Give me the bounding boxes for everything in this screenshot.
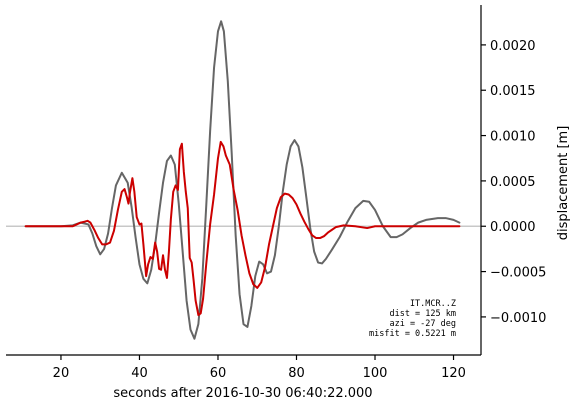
- x-tick-label: 120: [441, 366, 466, 381]
- y-tick-label: −0.0005: [490, 266, 546, 281]
- x-tick-label: 100: [363, 366, 388, 381]
- annotation-line: azi = -27 deg: [389, 319, 456, 329]
- y-axis-label: displacement [m]: [556, 126, 571, 241]
- y-tick-label: −0.0010: [490, 311, 546, 326]
- axes: [6, 5, 482, 356]
- y-tick-label: 0.0015: [490, 84, 536, 99]
- x-ticks: 20 40 60 80 100 120: [53, 355, 466, 381]
- x-axis-label: seconds after 2016-10-30 06:40:22.000: [113, 386, 372, 401]
- y-tick-label: 0.0005: [490, 175, 536, 190]
- annotation-line: misfit = 0.5221 m: [369, 329, 456, 339]
- annotation-line: IT.MCR..Z: [410, 299, 456, 309]
- y-tick-label: 0.0020: [490, 39, 536, 54]
- x-tick-label: 40: [131, 366, 148, 381]
- x-tick-label: 60: [210, 366, 227, 381]
- annotation-line: dist = 125 km: [389, 309, 456, 319]
- y-tick-label: 0.0010: [490, 130, 536, 145]
- waveform-series-2: [24, 140, 461, 317]
- x-tick-label: 20: [53, 366, 70, 381]
- y-tick-label: 0.0000: [490, 220, 536, 235]
- plot-area: [6, 20, 481, 340]
- waveform-series-1: [24, 20, 461, 340]
- y-ticks: −0.0010 −0.0005 0.0000 0.0005 0.0010 0.0015 0.…: [481, 39, 546, 326]
- x-tick-label: 80: [288, 366, 305, 381]
